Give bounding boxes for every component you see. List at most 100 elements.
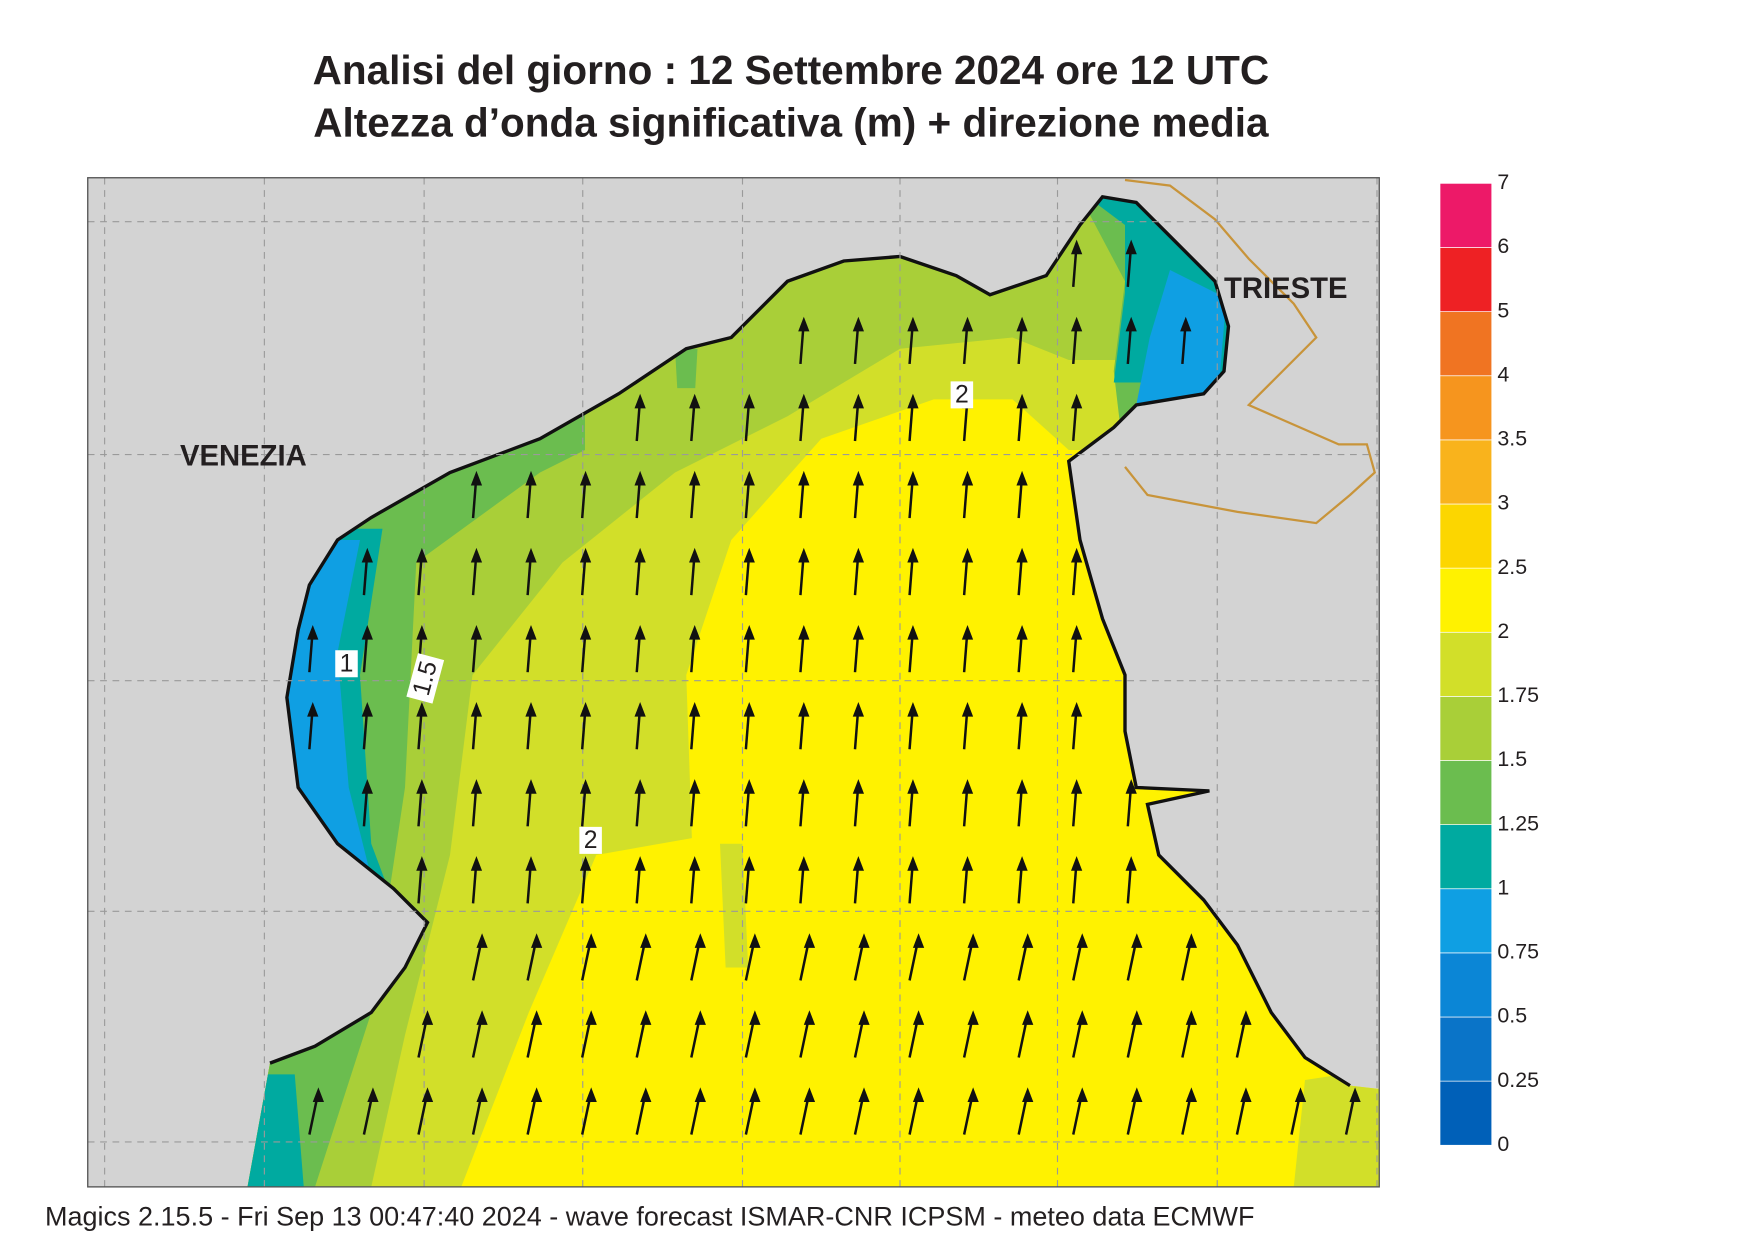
arrow-head xyxy=(585,933,597,948)
arrow-head xyxy=(1016,393,1028,409)
arrow-head xyxy=(907,856,919,871)
arrow-head xyxy=(1016,702,1028,717)
arrow-head xyxy=(1076,933,1088,948)
arrow-head xyxy=(694,1010,706,1025)
arrow-head xyxy=(1185,1010,1197,1025)
arrow-head xyxy=(743,470,755,486)
arrow-head xyxy=(1016,779,1028,794)
arrow-head xyxy=(1071,702,1083,717)
colorbar-label: 0.5 xyxy=(1497,1004,1527,1028)
label-bg xyxy=(335,650,358,678)
arrow-head xyxy=(961,316,974,332)
arrow-head xyxy=(803,1087,816,1102)
arrow-head xyxy=(852,702,864,717)
arrow-head xyxy=(470,856,483,871)
colorbar-swatch xyxy=(1439,952,1493,1018)
arrow-head xyxy=(1294,1087,1307,1102)
arrow-head xyxy=(907,470,919,486)
arrow-head xyxy=(907,547,919,563)
arrow-head xyxy=(470,547,483,563)
arrow-head xyxy=(1016,856,1028,871)
arrow-head xyxy=(798,547,810,563)
arrow-head xyxy=(694,1087,706,1102)
graticule xyxy=(87,177,1380,1187)
colorbar-swatch xyxy=(1439,375,1493,441)
arrow-head xyxy=(1125,856,1137,871)
arrow-head xyxy=(967,1087,979,1102)
place-label: VENEZIA xyxy=(180,441,307,473)
colorbar-label: 6 xyxy=(1497,234,1509,258)
arrow-head xyxy=(743,393,755,409)
arrow-head xyxy=(361,779,373,794)
arrow-head xyxy=(912,1010,925,1025)
zone xyxy=(675,348,698,389)
zone xyxy=(720,843,749,968)
arrow-head xyxy=(525,856,537,871)
arrow-head xyxy=(367,1087,379,1102)
arrow-head xyxy=(907,393,919,409)
arrow-head xyxy=(531,1087,543,1102)
colorbar-label: 1.75 xyxy=(1497,683,1539,707)
arrow-head xyxy=(858,1010,870,1025)
arrow-head xyxy=(907,702,919,717)
arrow-head xyxy=(852,624,864,640)
colorbar-swatch xyxy=(1439,311,1493,377)
arrow-head xyxy=(634,702,646,717)
arrow-head xyxy=(1071,779,1083,794)
arrow-head xyxy=(1016,316,1028,332)
map-frame xyxy=(87,177,1380,1188)
arrow-head xyxy=(852,547,864,563)
arrow-head xyxy=(858,1087,870,1102)
arrow-head xyxy=(852,856,864,871)
arrows xyxy=(307,239,1361,1135)
arrow-head xyxy=(416,702,428,717)
colorbar-swatch xyxy=(1439,631,1493,697)
arrow-head xyxy=(470,702,483,717)
arrow-head xyxy=(852,393,864,409)
subtitle: Altezza d’onda significativa (m) + direz… xyxy=(313,100,1269,146)
arrow-head xyxy=(1071,393,1083,409)
map: VENEZIA TRIESTE 2 2 1 1.5 xyxy=(87,177,1380,1188)
arrow-head xyxy=(852,316,864,332)
arrow-head xyxy=(1240,1087,1252,1102)
arrow-head xyxy=(634,856,646,871)
arrow-head xyxy=(961,470,974,486)
arrow-head xyxy=(416,547,428,563)
arrow-head xyxy=(689,702,701,717)
arrow-head xyxy=(531,1010,543,1025)
arrow-head xyxy=(907,779,919,794)
arrow-head xyxy=(525,702,537,717)
arrow-head xyxy=(307,702,319,717)
arrow-head xyxy=(1125,779,1137,794)
arrow-head xyxy=(967,1010,979,1025)
arrow-head xyxy=(743,702,755,717)
colorbar-swatch xyxy=(1439,247,1493,312)
contour-label: 2 xyxy=(584,827,598,854)
colorbar-label: 3.5 xyxy=(1497,427,1527,451)
arrow-head xyxy=(1349,1087,1361,1102)
arrow-head xyxy=(361,624,373,640)
colorbar-swatch xyxy=(1439,183,1493,248)
arrow-head xyxy=(749,1010,761,1025)
arrow-head xyxy=(585,1087,597,1102)
colorbar-label: 0.25 xyxy=(1497,1068,1539,1092)
arrow-head xyxy=(525,779,537,794)
arrow-head xyxy=(634,624,646,640)
arrow-head xyxy=(634,470,646,486)
arrow-head xyxy=(1022,1087,1034,1102)
arrow-head xyxy=(634,547,646,563)
colorbar-label: 5 xyxy=(1497,298,1509,322)
arrow-head xyxy=(416,779,428,794)
contour-label-box: 2 2 1 1.5 xyxy=(335,381,974,854)
colorbar-label: 0 xyxy=(1497,1132,1509,1156)
arrow-head xyxy=(1125,239,1137,255)
arrow-head xyxy=(634,393,646,409)
arrow-head xyxy=(961,624,974,640)
arrow-head xyxy=(1185,1087,1197,1102)
arrow-head xyxy=(476,1010,488,1025)
arrow-head xyxy=(1071,856,1083,871)
arrow-head xyxy=(1071,547,1083,563)
colorbar-swatch xyxy=(1439,760,1493,825)
